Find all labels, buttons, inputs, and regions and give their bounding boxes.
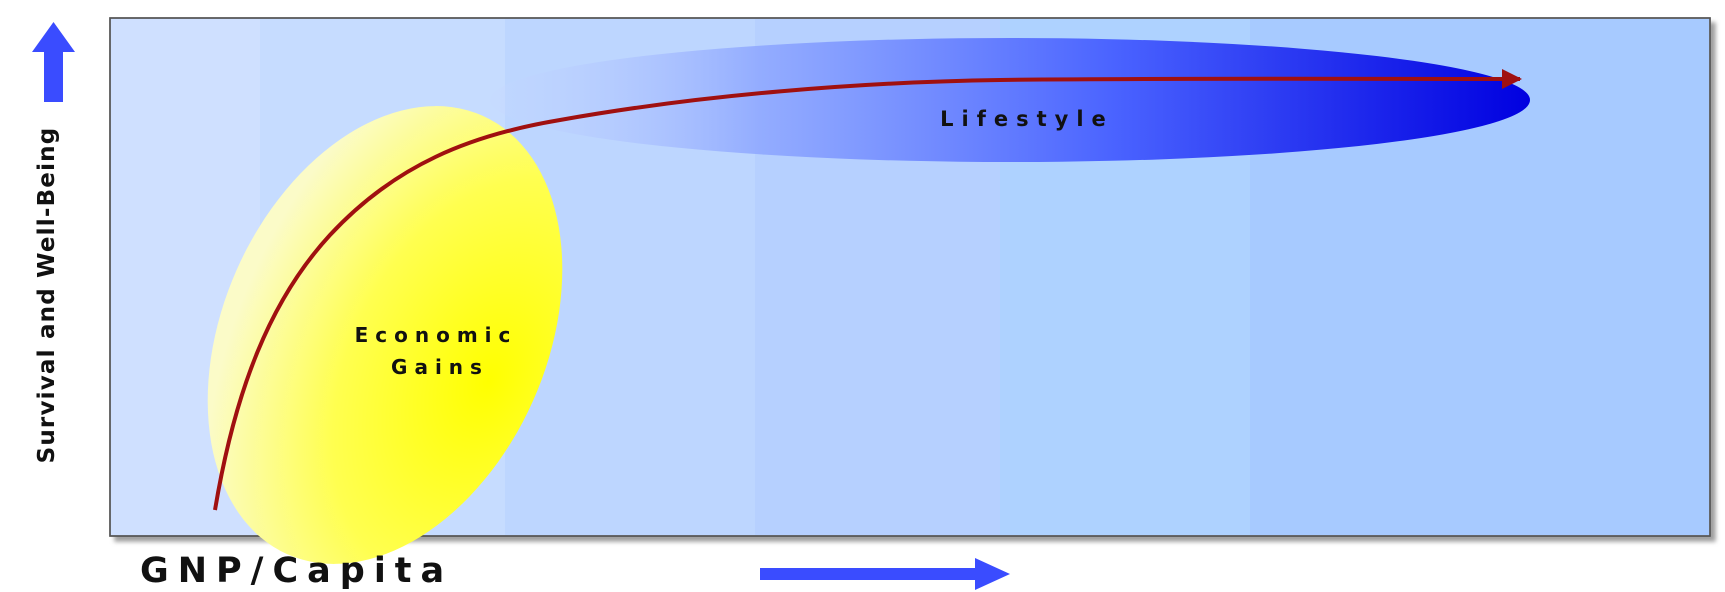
y-axis-arrow: [32, 22, 75, 102]
economic-gains-line2: Gains: [391, 355, 489, 379]
lifestyle-region: [490, 38, 1530, 162]
economic-gains-region: [207, 106, 563, 564]
lifestyle-label: Lifestyle: [940, 107, 1114, 131]
x-axis-label: GNP/Capita: [140, 551, 453, 591]
development-curve: [213, 68, 1522, 511]
economic-gains-line1: Economic: [355, 323, 518, 347]
y-axis-label: Survival and Well-Being: [34, 127, 60, 464]
economic-gains-label: Economic Gains: [355, 323, 532, 379]
x-axis-arrow: [760, 558, 1010, 590]
